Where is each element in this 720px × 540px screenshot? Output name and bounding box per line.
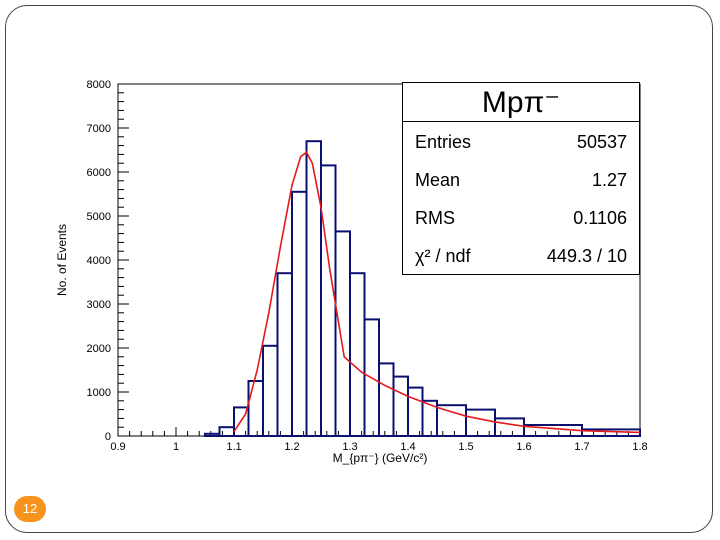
- histogram-bin: [436, 404, 467, 438]
- x-tick-label: 1.5: [458, 441, 473, 453]
- stat-row-chi2: χ² / ndf 449.3 / 10: [403, 236, 639, 274]
- stat-value: 1.27: [591, 170, 627, 190]
- y-tick-label: 2000: [87, 343, 111, 355]
- histogram-bin: [334, 230, 351, 437]
- y-axis-label: No. of Events: [55, 224, 69, 296]
- stat-label: Entries: [415, 132, 472, 152]
- x-tick-label: 1.1: [226, 441, 241, 453]
- histogram-bin: [392, 375, 409, 438]
- histogram-bin: [262, 344, 279, 437]
- stat-value: 50537: [576, 132, 627, 152]
- x-tick-label: 1: [173, 441, 179, 453]
- stat-row-mean: Mean 1.27: [403, 160, 639, 198]
- x-tick-label: 1.8: [632, 441, 647, 453]
- stat-value: 449.3 / 10: [546, 246, 627, 266]
- y-tick-label: 4000: [87, 255, 111, 267]
- stat-row-entries: Entries 50537: [403, 122, 639, 160]
- y-tick-label: 3000: [87, 299, 111, 311]
- histogram-bin: [276, 272, 293, 438]
- histogram-bin: [407, 386, 424, 438]
- y-tick-label: 7000: [87, 123, 111, 135]
- slide-frame: [5, 5, 713, 533]
- histogram-bin: [465, 408, 496, 438]
- stat-label: RMS: [415, 208, 455, 228]
- y-tick-label: 1000: [87, 387, 111, 399]
- y-tick-label: 0: [105, 431, 111, 443]
- x-tick-label: 1.6: [516, 441, 531, 453]
- histogram-bin: [291, 190, 308, 437]
- stat-label: Mean: [415, 170, 461, 190]
- histogram-bin: [305, 140, 322, 437]
- stat-row-rms: RMS 0.1106: [403, 198, 639, 236]
- stats-box: Mpπ⁻ Entries 50537 Mean 1.27 RMS 0.1106 …: [402, 82, 640, 275]
- x-tick-label: 1.2: [284, 441, 299, 453]
- stat-label: χ² / ndf: [415, 246, 471, 266]
- x-tick-label: 1.7: [574, 441, 589, 453]
- histogram-bin: [247, 380, 264, 437]
- y-tick-label: 6000: [87, 167, 111, 179]
- x-tick-label: 1.4: [400, 441, 415, 453]
- histogram-bin: [349, 272, 366, 438]
- y-tick-label: 5000: [87, 211, 111, 223]
- x-tick-label: 1.3: [342, 441, 357, 453]
- y-tick-label: 8000: [87, 79, 111, 91]
- histogram-bin: [378, 362, 395, 437]
- stat-value: 0.1106: [573, 208, 627, 228]
- x-tick-label: 0.9: [110, 441, 125, 453]
- histogram-bin: [218, 426, 235, 438]
- x-axis-label: M_{pπ⁻} (GeV/c²): [333, 451, 428, 465]
- page-number-badge: 12: [14, 496, 46, 522]
- stats-title: Mpπ⁻: [403, 83, 639, 122]
- histogram-bin: [204, 432, 221, 437]
- histogram-bin: [320, 164, 337, 437]
- histogram-bin: [494, 417, 525, 437]
- histogram-bin: [581, 428, 641, 437]
- fit-curve: [233, 150, 641, 434]
